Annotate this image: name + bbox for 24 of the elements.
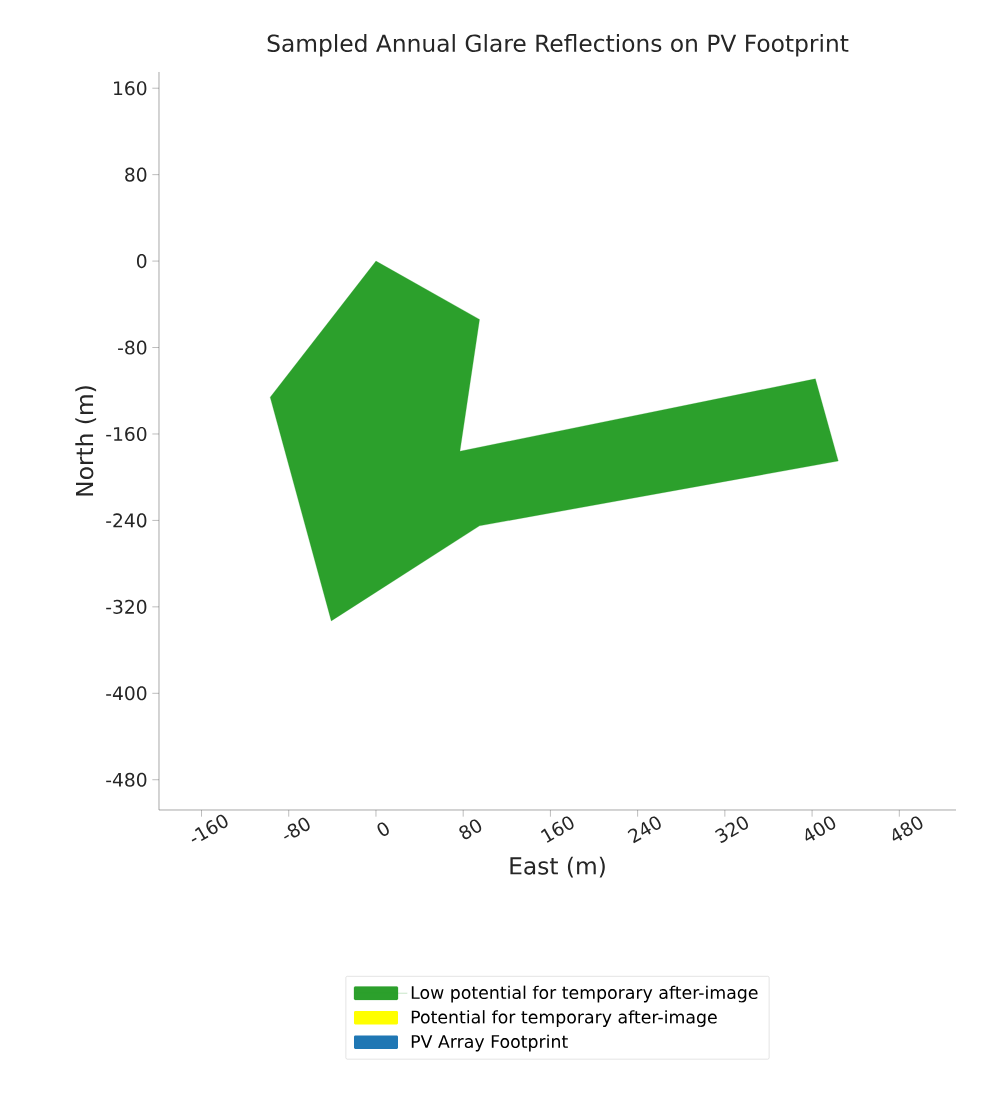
y-tick-label: 160 <box>114 81 147 96</box>
x-tick-label: 240 <box>627 816 661 844</box>
legend-label: Potential for temporary after-image <box>411 1010 717 1027</box>
y-tick-label: -240 <box>106 513 147 528</box>
y-tick-label: -80 <box>118 340 147 355</box>
y-tick-label: -400 <box>106 686 147 701</box>
y-tick-label: -480 <box>106 772 147 787</box>
x-axis-title: East (m) <box>510 856 605 878</box>
y-tick-label: 0 <box>136 254 147 269</box>
x-tick-label: -80 <box>284 817 310 839</box>
x-tick-label: 400 <box>805 816 836 841</box>
x-tick-label: 480 <box>892 816 923 841</box>
y-tick-label: -320 <box>106 599 147 614</box>
chart-title: Sampled Annual Glare Reflections on PV Footprint <box>267 34 849 57</box>
x-tick-label: 0 <box>377 822 389 836</box>
legend-label: Low potential for temporary after-image <box>411 985 758 1003</box>
x-tick-label: -160 <box>191 814 228 842</box>
x-tick-label: 320 <box>715 816 749 843</box>
y-tick-label: -160 <box>106 426 147 442</box>
x-tick-label: 80 <box>459 819 482 840</box>
y-tick-label: 80 <box>125 167 147 182</box>
x-tick-label: 160 <box>540 816 574 843</box>
legend-label: PV Array Footprint <box>411 1034 568 1052</box>
y-axis-title: North (m) <box>75 386 97 496</box>
